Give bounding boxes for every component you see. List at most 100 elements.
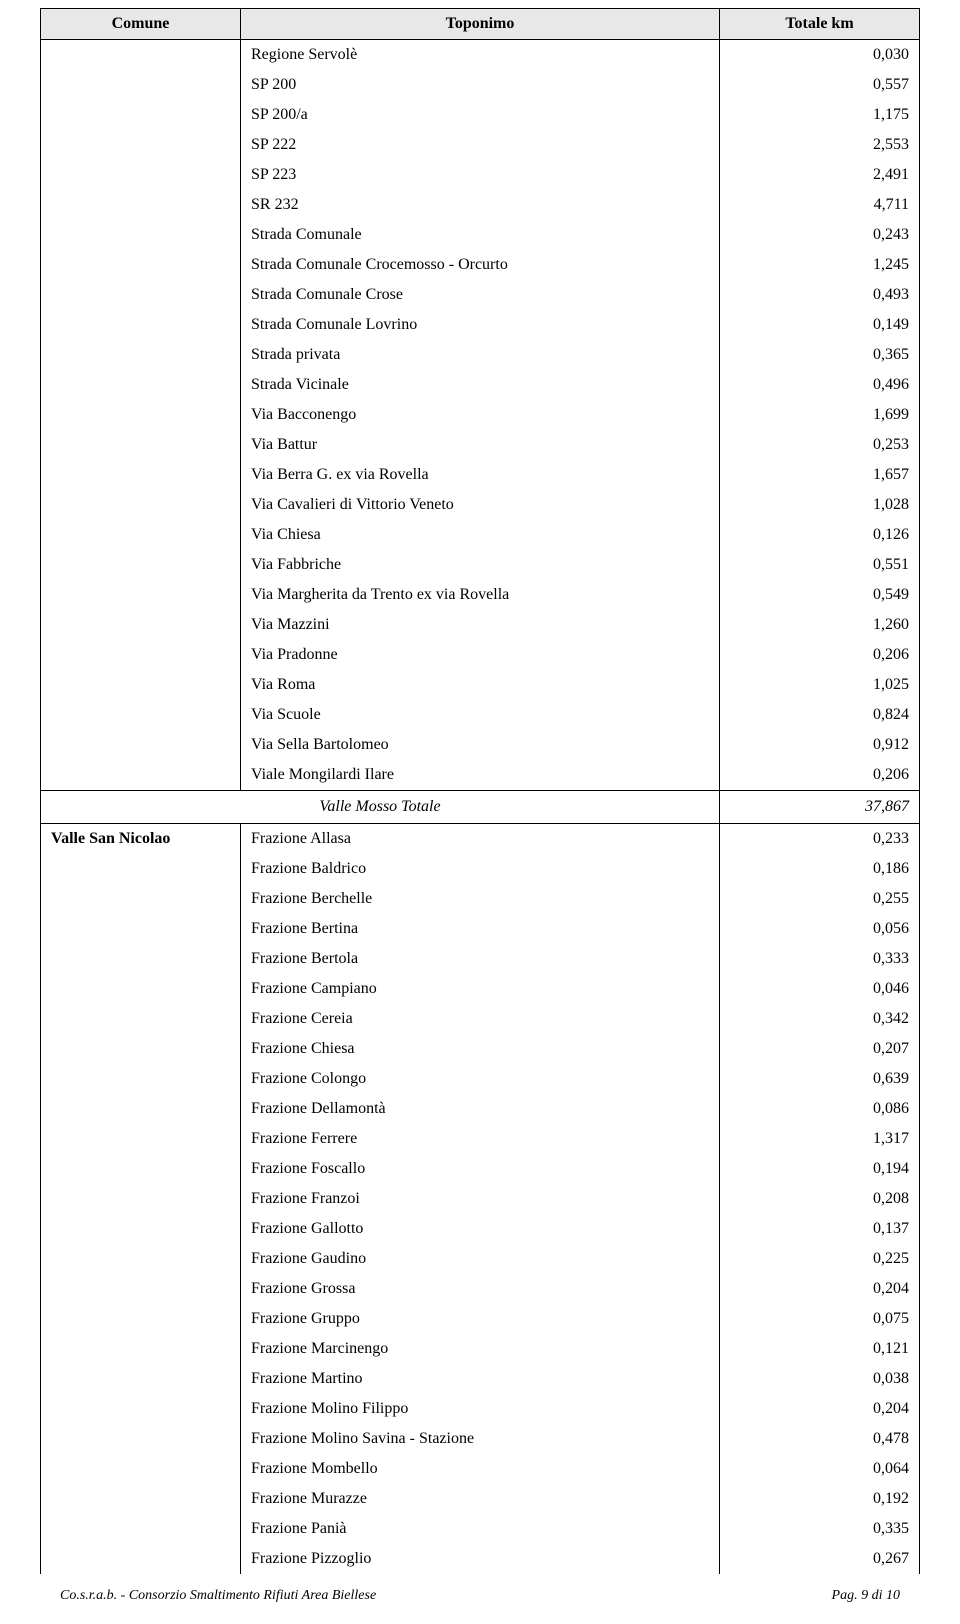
cell-comune [41, 944, 241, 974]
cell-totale: 0,204 [720, 1394, 920, 1424]
cell-totale: 1,699 [720, 400, 920, 430]
roads-table: Comune Toponimo Totale km Regione Servol… [40, 8, 920, 1574]
cell-toponimo: Frazione Chiesa [241, 1034, 720, 1064]
table-row: Via Sella Bartolomeo0,912 [41, 730, 920, 760]
cell-comune [41, 1544, 241, 1574]
cell-toponimo: Strada Comunale Crocemosso - Orcurto [241, 250, 720, 280]
cell-totale: 0,639 [720, 1064, 920, 1094]
table-row: Strada privata0,365 [41, 340, 920, 370]
cell-toponimo: SP 200 [241, 70, 720, 100]
cell-comune [41, 460, 241, 490]
cell-comune [41, 640, 241, 670]
cell-totale: 0,333 [720, 944, 920, 974]
table-row: Frazione Grossa0,204 [41, 1274, 920, 1304]
cell-toponimo: Frazione Campiano [241, 974, 720, 1004]
cell-toponimo: Strada privata [241, 340, 720, 370]
cell-toponimo: SR 232 [241, 190, 720, 220]
table-row: Frazione Marcinengo0,121 [41, 1334, 920, 1364]
cell-toponimo: Frazione Baldrico [241, 854, 720, 884]
cell-comune [41, 1454, 241, 1484]
cell-comune [41, 884, 241, 914]
cell-toponimo: Frazione Foscallo [241, 1154, 720, 1184]
cell-totale: 1,260 [720, 610, 920, 640]
table-row: SP 2000,557 [41, 70, 920, 100]
cell-toponimo: Frazione Molino Savina - Stazione [241, 1424, 720, 1454]
cell-toponimo: Via Mazzini [241, 610, 720, 640]
table-row: Frazione Cereia0,342 [41, 1004, 920, 1034]
table-row: Via Berra G. ex via Rovella1,657 [41, 460, 920, 490]
cell-toponimo: Via Battur [241, 430, 720, 460]
cell-toponimo: Frazione Berchelle [241, 884, 720, 914]
cell-toponimo: Frazione Marcinengo [241, 1334, 720, 1364]
table-row: SP 2232,491 [41, 160, 920, 190]
table-row: Strada Comunale Crocemosso - Orcurto1,24… [41, 250, 920, 280]
cell-totale: 0,137 [720, 1214, 920, 1244]
cell-comune [41, 70, 241, 100]
cell-totale: 0,086 [720, 1094, 920, 1124]
cell-comune [41, 280, 241, 310]
cell-comune [41, 1214, 241, 1244]
total-row: Valle Mosso Totale37,867 [41, 791, 920, 824]
cell-totale: 0,149 [720, 310, 920, 340]
cell-totale: 0,207 [720, 1034, 920, 1064]
table-row: SR 2324,711 [41, 190, 920, 220]
cell-comune [41, 490, 241, 520]
total-label: Valle Mosso Totale [41, 791, 720, 824]
cell-toponimo: Strada Comunale [241, 220, 720, 250]
table-row: Strada Comunale Lovrino0,149 [41, 310, 920, 340]
table-row: Via Fabbriche0,551 [41, 550, 920, 580]
cell-toponimo: Frazione Gallotto [241, 1214, 720, 1244]
table-row: Via Margherita da Trento ex via Rovella0… [41, 580, 920, 610]
cell-totale: 0,267 [720, 1544, 920, 1574]
table-row: Via Scuole0,824 [41, 700, 920, 730]
cell-toponimo: Regione Servolè [241, 40, 720, 71]
cell-totale: 0,342 [720, 1004, 920, 1034]
cell-totale: 0,121 [720, 1334, 920, 1364]
cell-comune [41, 1124, 241, 1154]
cell-totale: 0,056 [720, 914, 920, 944]
cell-toponimo: Viale Mongilardi Ilare [241, 760, 720, 791]
page-footer: Co.s.r.a.b. - Consorzio Smaltimento Rifi… [40, 1588, 920, 1604]
cell-totale: 0,496 [720, 370, 920, 400]
cell-totale: 0,551 [720, 550, 920, 580]
cell-toponimo: Frazione Gaudino [241, 1244, 720, 1274]
cell-toponimo: Frazione Gruppo [241, 1304, 720, 1334]
table-row: Frazione Chiesa0,207 [41, 1034, 920, 1064]
table-row: Frazione Campiano0,046 [41, 974, 920, 1004]
cell-toponimo: SP 200/a [241, 100, 720, 130]
cell-comune [41, 974, 241, 1004]
cell-toponimo: Via Sella Bartolomeo [241, 730, 720, 760]
header-comune: Comune [41, 9, 241, 40]
cell-toponimo: Frazione Panià [241, 1514, 720, 1544]
header-totale: Totale km [720, 9, 920, 40]
cell-comune [41, 914, 241, 944]
cell-comune [41, 1364, 241, 1394]
cell-toponimo: Frazione Cereia [241, 1004, 720, 1034]
cell-comune [41, 100, 241, 130]
cell-comune [41, 1154, 241, 1184]
footer-left: Co.s.r.a.b. - Consorzio Smaltimento Rifi… [60, 1588, 376, 1604]
cell-totale: 0,243 [720, 220, 920, 250]
cell-toponimo: Via Roma [241, 670, 720, 700]
cell-comune [41, 580, 241, 610]
table-row: Frazione Mombello0,064 [41, 1454, 920, 1484]
cell-totale: 1,317 [720, 1124, 920, 1154]
cell-totale: 0,186 [720, 854, 920, 884]
header-toponimo: Toponimo [241, 9, 720, 40]
table-row: Frazione Gaudino0,225 [41, 1244, 920, 1274]
table-row: Valle San NicolaoFrazione Allasa0,233 [41, 824, 920, 855]
cell-comune [41, 130, 241, 160]
cell-totale: 1,175 [720, 100, 920, 130]
cell-totale: 0,208 [720, 1184, 920, 1214]
table-row: Via Roma1,025 [41, 670, 920, 700]
table-row: Frazione Berchelle0,255 [41, 884, 920, 914]
cell-toponimo: Frazione Mombello [241, 1454, 720, 1484]
cell-comune [41, 1184, 241, 1214]
cell-comune [41, 1514, 241, 1544]
cell-totale: 1,657 [720, 460, 920, 490]
cell-toponimo: Via Chiesa [241, 520, 720, 550]
cell-comune [41, 700, 241, 730]
cell-comune [41, 1304, 241, 1334]
cell-comune [41, 310, 241, 340]
cell-toponimo: Frazione Grossa [241, 1274, 720, 1304]
